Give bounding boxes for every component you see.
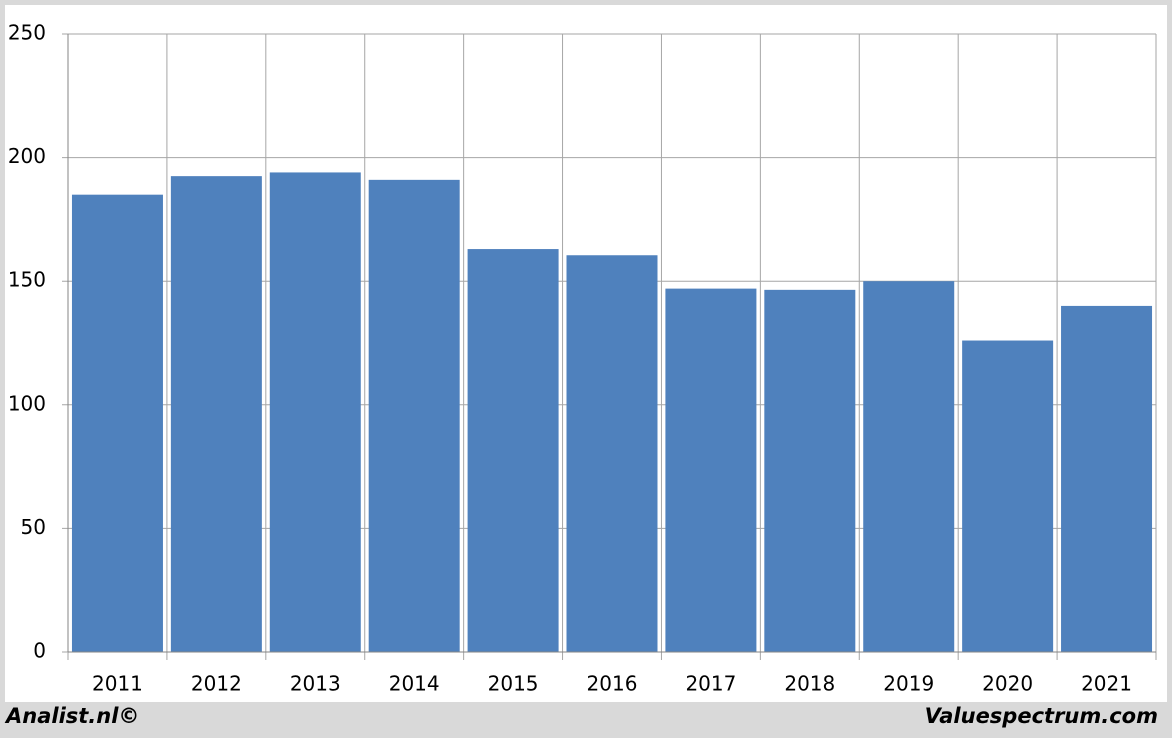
y-tick-label: 200 bbox=[8, 144, 46, 168]
bar bbox=[1061, 305, 1153, 652]
bar bbox=[962, 340, 1054, 652]
bar bbox=[170, 176, 262, 652]
bar bbox=[665, 288, 757, 652]
bar bbox=[368, 179, 460, 652]
x-tick-label: 2019 bbox=[883, 672, 934, 696]
bar bbox=[467, 249, 559, 652]
y-tick-label: 50 bbox=[21, 515, 46, 539]
footer-left: Analist.nl© bbox=[4, 704, 139, 728]
x-tick-label: 2017 bbox=[685, 672, 736, 696]
footer-right: Valuespectrum.com bbox=[925, 704, 1158, 728]
y-tick-label: 150 bbox=[8, 268, 46, 292]
bar bbox=[71, 194, 163, 652]
y-tick-label: 0 bbox=[33, 639, 46, 663]
x-tick-label: 2021 bbox=[1081, 672, 1132, 696]
x-tick-label: 2012 bbox=[191, 672, 242, 696]
x-tick-label: 2018 bbox=[784, 672, 835, 696]
bar bbox=[269, 172, 361, 652]
bar bbox=[863, 281, 955, 652]
x-tick-label: 2011 bbox=[92, 672, 143, 696]
x-tick-label: 2013 bbox=[290, 672, 341, 696]
x-tick-label: 2020 bbox=[982, 672, 1033, 696]
bar bbox=[566, 255, 658, 652]
x-tick-label: 2014 bbox=[389, 672, 440, 696]
x-tick-label: 2016 bbox=[587, 672, 638, 696]
y-tick-label: 250 bbox=[8, 21, 46, 45]
x-tick-label: 2015 bbox=[488, 672, 539, 696]
bar bbox=[764, 289, 856, 652]
y-tick-label: 100 bbox=[8, 391, 46, 415]
